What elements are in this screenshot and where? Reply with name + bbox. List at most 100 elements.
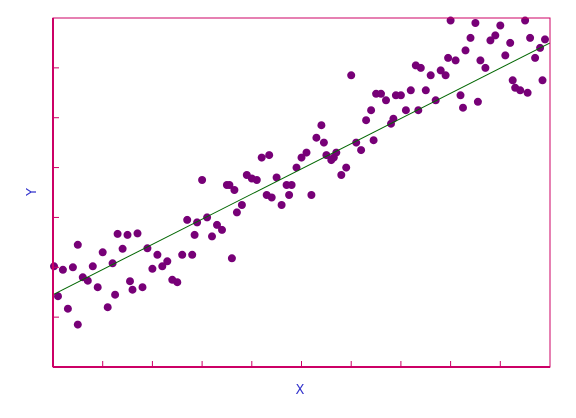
data-point [476, 56, 485, 65]
data-point [491, 31, 500, 40]
data-point [292, 163, 301, 172]
data-point [173, 278, 182, 287]
data-point [118, 244, 127, 253]
data-point [178, 250, 187, 259]
data-point [459, 103, 467, 112]
data-point [267, 193, 276, 202]
data-point [58, 265, 67, 274]
points-layer [50, 16, 549, 329]
data-point [63, 304, 72, 313]
data-point [113, 229, 122, 238]
data-point [396, 91, 405, 100]
data-point [123, 230, 132, 239]
data-point [436, 66, 445, 75]
fit-line-layer [52, 42, 551, 296]
plot-frame [52, 17, 551, 368]
data-point [538, 76, 547, 85]
data-point [302, 148, 311, 157]
data-point [265, 151, 274, 160]
data-point [188, 250, 197, 259]
data-point [111, 290, 120, 299]
data-point [421, 86, 430, 95]
data-point [541, 35, 549, 44]
data-point [237, 201, 246, 209]
fit-line [52, 42, 551, 296]
x-axis-title: X [296, 383, 305, 398]
data-point [369, 136, 378, 145]
data-point [501, 51, 510, 60]
data-point [98, 248, 107, 257]
data-point [486, 36, 495, 45]
data-point [73, 240, 82, 249]
data-point [148, 264, 157, 273]
data-point [230, 186, 239, 194]
data-point [362, 116, 371, 125]
data-point [183, 215, 192, 224]
axes-layer [52, 17, 551, 368]
data-point [277, 201, 286, 209]
data-point [342, 163, 351, 172]
data-point [347, 71, 356, 80]
data-point [377, 89, 385, 98]
data-point [285, 191, 294, 199]
data-point [481, 63, 490, 72]
data-point [158, 262, 167, 271]
y-axis-title: Y [25, 188, 40, 197]
data-point [128, 285, 137, 294]
data-point [68, 263, 77, 272]
data-point [307, 191, 316, 199]
data-point [312, 133, 321, 142]
data-point [382, 96, 390, 105]
data-point [401, 106, 410, 115]
data-point [103, 303, 112, 312]
data-point [287, 181, 296, 189]
data-point [389, 114, 398, 123]
data-point [317, 121, 326, 130]
data-point [93, 283, 102, 292]
data-point [193, 218, 202, 227]
data-point [88, 262, 97, 271]
data-point [508, 76, 517, 85]
data-point [272, 173, 281, 182]
data-point [319, 138, 328, 147]
data-point [126, 277, 134, 286]
data-point [471, 19, 480, 27]
data-point [190, 230, 199, 239]
data-point [357, 146, 366, 155]
data-point [444, 53, 453, 62]
data-point [451, 56, 460, 65]
data-point [218, 225, 226, 234]
data-point [456, 91, 465, 100]
data-point [506, 38, 515, 47]
data-point [225, 181, 234, 189]
data-point [297, 153, 306, 162]
data-point [208, 232, 216, 241]
data-point [203, 213, 212, 222]
data-point [227, 254, 236, 263]
data-point [473, 97, 482, 106]
data-point [406, 86, 415, 95]
data-point [416, 63, 425, 72]
data-point [441, 71, 450, 80]
data-point [461, 46, 470, 55]
data-point [198, 176, 207, 184]
data-point [329, 153, 338, 162]
data-point [367, 106, 376, 115]
data-point [466, 33, 475, 42]
data-point [531, 53, 540, 62]
data-point [523, 88, 532, 97]
data-point [337, 171, 346, 179]
data-point [526, 33, 535, 42]
data-point [252, 176, 261, 184]
data-point [257, 153, 266, 162]
data-point [426, 71, 435, 80]
data-point [133, 229, 142, 238]
data-point [73, 320, 82, 329]
data-point [153, 250, 162, 259]
data-point [83, 276, 92, 285]
data-point [54, 292, 62, 301]
data-point [232, 208, 241, 217]
data-point [496, 21, 505, 30]
